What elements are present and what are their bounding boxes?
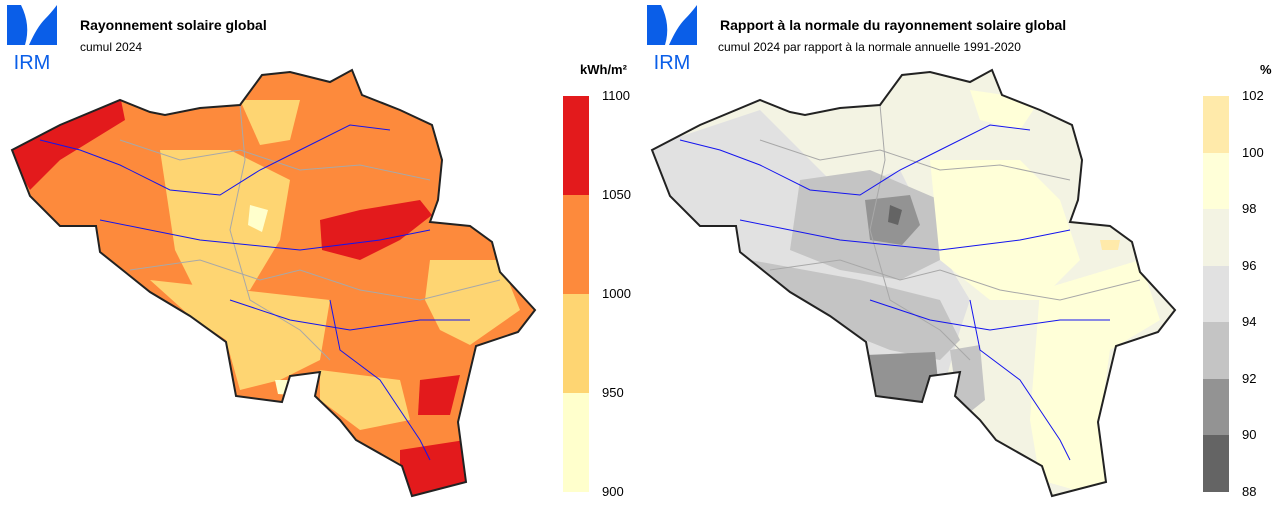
belgium-radiation-map	[11, 69, 536, 497]
legend-band	[1203, 265, 1229, 323]
legend-band	[1203, 378, 1229, 436]
map-title: Rapport à la normale du rayonnement sola…	[720, 17, 1067, 33]
legend-tick-label: 102	[1242, 88, 1264, 103]
irm-logo: IRM	[647, 5, 697, 71]
legend-band	[563, 195, 589, 294]
legend-band	[1203, 435, 1229, 492]
map-title: Rayonnement solaire global	[80, 17, 267, 33]
legend-band	[563, 393, 589, 492]
legend-tick-label: 1100	[602, 88, 630, 103]
legend-band	[563, 96, 589, 195]
legend-tick-label: 90	[1242, 427, 1257, 443]
legend-tick-label: 1000	[602, 286, 631, 301]
belgium-ratio-map	[651, 69, 1176, 497]
legend-tick-label: 950	[602, 385, 624, 400]
legend-band	[1203, 152, 1229, 210]
legend-tick-label: 1050	[602, 187, 631, 202]
svg-text:IRM: IRM	[654, 52, 691, 71]
legend-unit: kWh/m²	[580, 62, 627, 77]
legend-tick-label: 96	[1242, 257, 1257, 273]
legend-tick-label: 88	[1242, 484, 1257, 499]
legend-tick-label: 94	[1242, 314, 1257, 330]
legend-band	[1203, 322, 1229, 379]
legend-band	[1203, 209, 1229, 266]
map-subtitle: cumul 2024 par rapport à la normale annu…	[718, 40, 1021, 54]
legend-band	[1203, 96, 1229, 153]
right-panel: IRM Rapport à la normale du rayonnement …	[640, 0, 1280, 507]
legend-unit: %	[1260, 62, 1272, 77]
legend-tick-label: 900	[602, 484, 624, 499]
left-panel: IRM Rayonnement solaire global cumul 202…	[7, 5, 631, 499]
svg-text:IRM: IRM	[14, 52, 51, 71]
legend-tick-label: 100	[1242, 144, 1264, 160]
irm-logo: IRM	[7, 5, 57, 71]
legend-tick-label: 92	[1242, 370, 1257, 386]
legend-band	[563, 294, 589, 393]
legend-tick-label: 98	[1242, 201, 1257, 217]
map-subtitle: cumul 2024	[80, 40, 143, 54]
